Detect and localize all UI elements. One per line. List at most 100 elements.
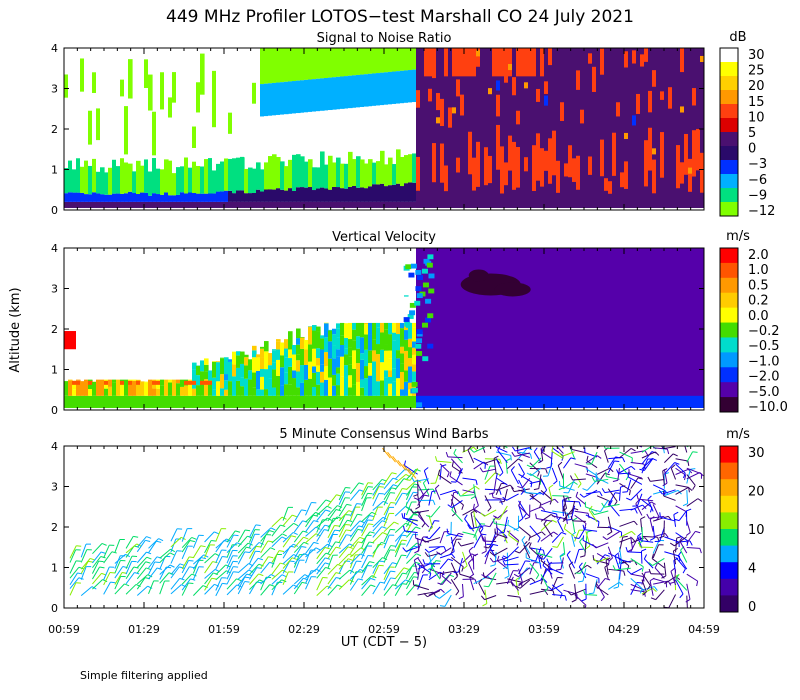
vvel-cell (392, 296, 397, 323)
snr-cell (260, 201, 265, 208)
wind-barb (652, 504, 660, 518)
vvel-cell (468, 269, 489, 282)
wind-barb (316, 552, 327, 565)
snr-cell (660, 91, 665, 100)
wind-barb (563, 457, 572, 469)
wind-barb (215, 583, 223, 597)
snr-cell (516, 110, 521, 125)
snr-cell (200, 193, 205, 202)
vvel-cell (272, 395, 277, 408)
snr-cell (444, 48, 449, 77)
vvel-cell (160, 374, 165, 386)
snr-cell (224, 48, 229, 159)
vvel-cell (200, 371, 205, 383)
vvel-cell (180, 378, 185, 387)
wind-barb (424, 467, 429, 472)
wind-barb (204, 568, 216, 579)
wind-barb (564, 595, 567, 601)
snr-cell (364, 163, 369, 189)
snr-cell (168, 201, 173, 208)
vvel-cell (156, 380, 161, 385)
wind-barb (643, 457, 654, 471)
snr-cell (520, 48, 525, 77)
wind-barb (367, 482, 373, 484)
vvel-cell (204, 371, 209, 380)
vvel-cell (296, 344, 301, 355)
snr-cell (640, 48, 645, 208)
colorbar-label: 25 (748, 64, 765, 79)
vvel-cell (388, 296, 393, 323)
wind-barb (491, 492, 494, 498)
vvel-cell (384, 296, 389, 323)
vvel-cell (252, 350, 257, 358)
wind-barb (450, 556, 464, 568)
wind-barb (461, 504, 464, 510)
wind-barb (372, 479, 383, 491)
vvel-cell (260, 389, 265, 396)
snr-cell (76, 201, 81, 208)
snr-cell (120, 193, 125, 202)
snr-cell (224, 201, 229, 208)
colorbar-swatch (720, 307, 738, 324)
snr-cell (72, 48, 77, 170)
wind-barb (437, 469, 441, 475)
wind-barb (563, 523, 567, 529)
colorbar-swatch (720, 174, 738, 189)
snr-cell (212, 193, 217, 202)
snr-cell (384, 186, 389, 202)
wind-barb (630, 465, 636, 471)
wind-barb (562, 507, 567, 512)
snr-cell (136, 193, 141, 202)
vvel-cell (144, 381, 149, 383)
wind-barb (641, 548, 647, 552)
wind-barb (159, 564, 171, 575)
wind-barb (618, 558, 631, 563)
wind-barb (508, 530, 511, 536)
snr-cell (196, 82, 201, 113)
wind-barb (660, 516, 676, 522)
vvel-cell (104, 395, 109, 408)
wind-barb (372, 560, 380, 574)
snr-cell (548, 48, 553, 66)
y-tick-label: 3 (51, 283, 58, 296)
wind-barb (316, 543, 328, 554)
vvel-cell (414, 300, 421, 306)
vvel-cell (92, 381, 97, 396)
wind-barb (562, 495, 568, 509)
vvel-cell (360, 321, 365, 338)
wind-barb (103, 566, 110, 581)
vvel-cell (428, 288, 435, 294)
vvel-cell (364, 395, 369, 408)
wind-barb (654, 567, 665, 579)
vvel-cell (96, 395, 101, 408)
snr-colorbar-unit: dB (729, 30, 746, 45)
wind-barb (584, 542, 587, 556)
wind-barb (69, 545, 77, 559)
wind-barb (204, 578, 213, 591)
vvel-cell (212, 361, 217, 378)
vvel-cell (468, 248, 473, 408)
vvel-cell (400, 296, 405, 323)
vvel-cell (300, 348, 305, 366)
wind-barb (582, 535, 585, 541)
colorbar-swatch (720, 462, 738, 480)
wind-barb (638, 498, 654, 502)
wind-barb (473, 533, 482, 549)
wind-barb (338, 534, 347, 547)
wind-barb (517, 485, 523, 489)
wind-barb (610, 442, 614, 446)
wind-barb (434, 456, 438, 462)
vvel-cell (120, 382, 125, 396)
wind-barb (394, 522, 406, 533)
wind-barb (457, 491, 461, 497)
wind-barb (540, 446, 547, 454)
vvel-cell (256, 354, 261, 358)
snr-cell (116, 48, 121, 167)
vvel-cell (72, 389, 77, 396)
snr-cell (512, 141, 517, 190)
wind-barb (260, 574, 272, 585)
wind-barb (641, 587, 653, 595)
colorbar-swatch (720, 382, 738, 398)
wind-barb (226, 542, 238, 553)
snr-cell (336, 201, 341, 208)
